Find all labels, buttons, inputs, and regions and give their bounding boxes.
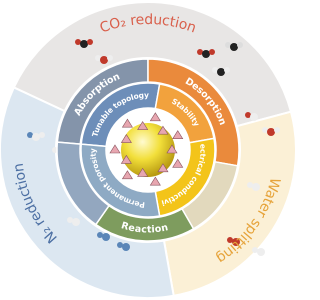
- molecule-atom: [80, 40, 88, 48]
- molecule-atom: [250, 113, 258, 121]
- molecule-atom: [224, 67, 230, 73]
- molecule-atom: [87, 39, 93, 45]
- molecule-atom: [230, 43, 238, 51]
- molecule-atom: [102, 233, 110, 241]
- molecule-atom: [237, 42, 243, 48]
- molecule-atom: [252, 183, 260, 191]
- molecule-atom: [72, 218, 80, 226]
- molecule-atom: [217, 68, 225, 76]
- molecule-atom: [100, 56, 108, 64]
- molecule-atom: [122, 243, 130, 251]
- molecule-atom: [267, 128, 275, 136]
- sphere: [121, 123, 175, 177]
- molecule-atom: [274, 127, 280, 133]
- molecule-atom: [107, 55, 113, 61]
- molecule-atom: [209, 49, 215, 55]
- molecule-atom: [257, 248, 265, 256]
- molecule-atom: [202, 50, 210, 58]
- molecule-atom: [32, 133, 40, 141]
- molecule-atom: [39, 132, 45, 138]
- page: CO₂ reductionWater splittingN₂ reduction…: [0, 0, 320, 300]
